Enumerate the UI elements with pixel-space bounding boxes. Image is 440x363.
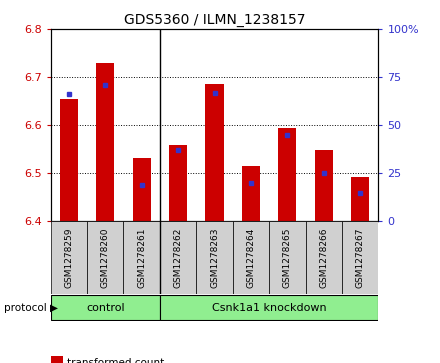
- Text: GSM1278262: GSM1278262: [173, 228, 183, 288]
- Bar: [305, 221, 342, 294]
- Bar: [233, 221, 269, 294]
- Text: GSM1278261: GSM1278261: [137, 228, 146, 288]
- Text: Csnk1a1 knockdown: Csnk1a1 knockdown: [212, 303, 326, 313]
- Bar: [160, 295, 378, 320]
- Text: GSM1278263: GSM1278263: [210, 228, 219, 288]
- Bar: [132, 158, 151, 221]
- Text: GSM1278265: GSM1278265: [283, 228, 292, 288]
- Text: GSM1278260: GSM1278260: [101, 228, 110, 288]
- Text: control: control: [86, 303, 125, 313]
- Bar: [351, 177, 369, 221]
- Text: protocol ▶: protocol ▶: [4, 303, 59, 313]
- Bar: [242, 166, 260, 221]
- Bar: [269, 221, 305, 294]
- Bar: [51, 295, 160, 320]
- Text: transformed count: transformed count: [67, 358, 165, 363]
- Text: GSM1278266: GSM1278266: [319, 228, 328, 288]
- Bar: [124, 221, 160, 294]
- Text: GSM1278259: GSM1278259: [64, 228, 73, 288]
- Bar: [169, 146, 187, 221]
- Bar: [60, 99, 78, 221]
- Bar: [160, 221, 196, 294]
- Bar: [96, 63, 114, 221]
- Bar: [51, 221, 87, 294]
- Text: GSM1278264: GSM1278264: [246, 228, 256, 288]
- Bar: [196, 221, 233, 294]
- Bar: [342, 221, 378, 294]
- Bar: [205, 84, 224, 221]
- Title: GDS5360 / ILMN_1238157: GDS5360 / ILMN_1238157: [124, 13, 305, 26]
- Bar: [315, 150, 333, 221]
- Text: GSM1278267: GSM1278267: [356, 228, 365, 288]
- Bar: [87, 221, 124, 294]
- Bar: [278, 128, 297, 221]
